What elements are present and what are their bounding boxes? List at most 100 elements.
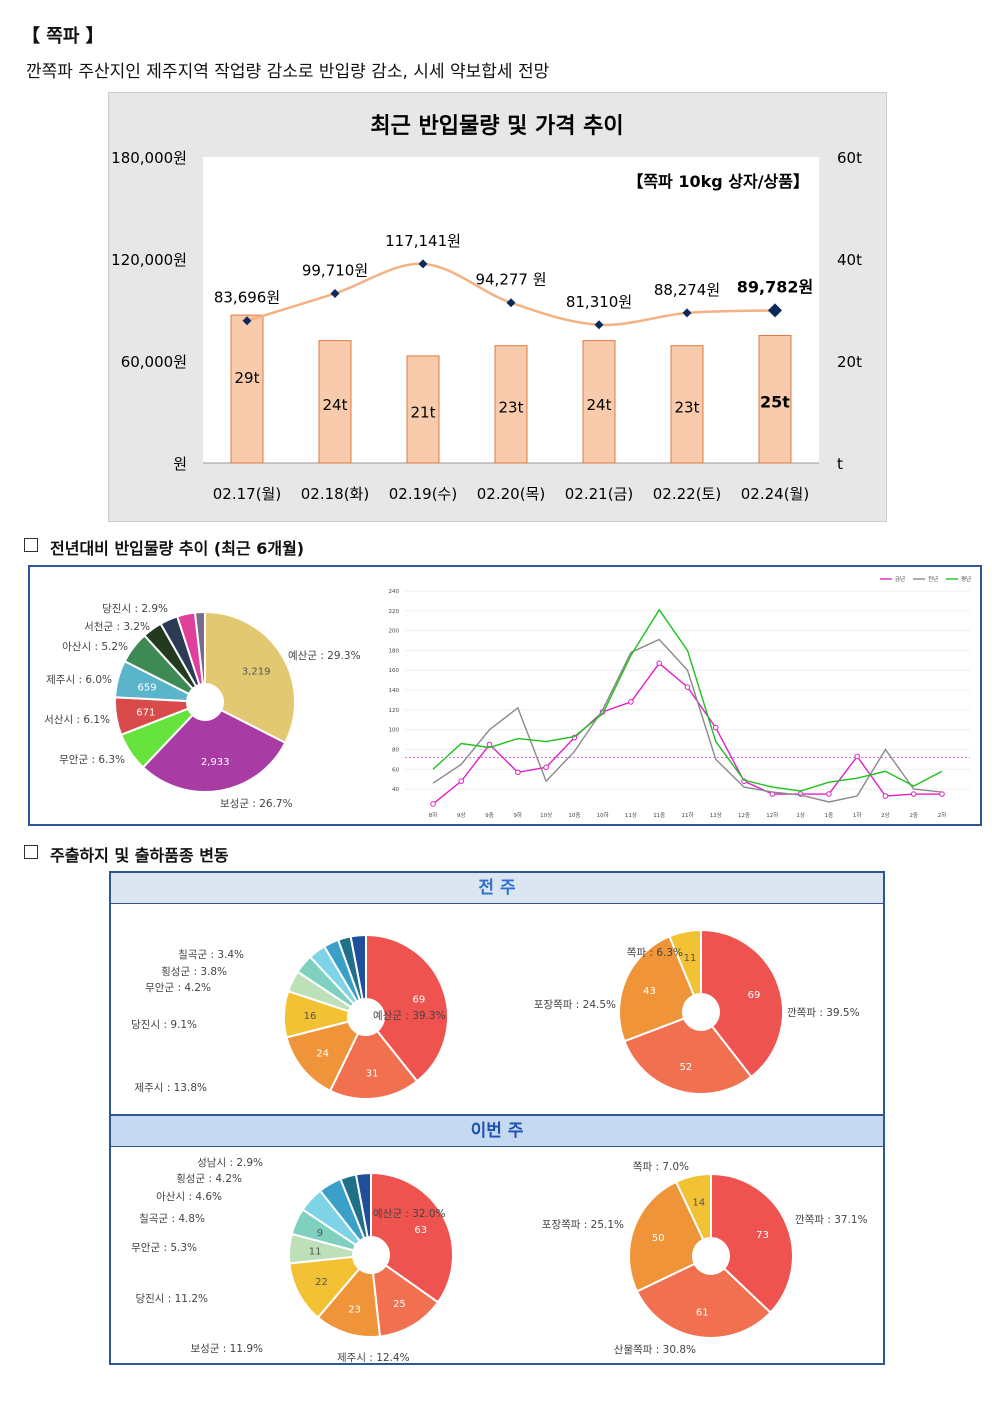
section3-title: 주출하지 및 출하품종 변동 [50, 846, 229, 865]
pie-slice [635, 1262, 772, 1339]
pie-slice [354, 1171, 372, 1239]
pie-value-label: 671 [136, 708, 155, 719]
legend-label: 금년 [895, 575, 905, 583]
x-tick-label: 02.24(월) [741, 485, 809, 503]
pie-category-label: 당진시 : 9.1% [131, 1019, 197, 1031]
pie-category-label: 아산시 : 4.6% [156, 1191, 222, 1203]
pie-category-label: 예산군 : 29.3% [288, 649, 360, 662]
pie-value-label: 3,219 [242, 667, 271, 678]
pie-value-label: 14 [692, 1197, 705, 1208]
bar-data-label: 25t [760, 392, 790, 411]
volume-line-chart: 40 60 80 100 120 140 160 180 200 220 240 8하 9상 9중 9하 10… [389, 575, 972, 819]
series-line [432, 638, 943, 803]
x-tick-label: 02.18(화) [301, 485, 369, 503]
x-tick-label: 02.20(목) [477, 485, 545, 503]
page-summary: 깐쪽파 주산지인 제주지역 작업량 감소로 반입량 감소, 시세 약보합세 전망 [26, 62, 550, 82]
y-tick-label: 100 [389, 728, 400, 734]
bar-data-label: 24t [323, 396, 348, 414]
pie-category-label: 보성군 : 26.7% [220, 798, 293, 810]
left-tick-label: 120,000원 [111, 251, 187, 269]
series-point [712, 724, 719, 731]
origin-pie-6m: 3,219 예산군 : 29.3% 2,933 보성군 : 26.7% 무안군 : 6.… [44, 603, 360, 810]
y-tick-label: 160 [389, 668, 400, 674]
pie-category-label: 포장쪽파 : 24.5% [534, 999, 616, 1011]
x-tick-label: 1하 [853, 811, 862, 819]
price-data-label: 83,696원 [214, 289, 280, 307]
volume-bar [758, 335, 792, 464]
x-tick-label: 10중 [568, 812, 580, 819]
trend-panel: 3,219 예산군 : 29.3% 2,933 보성군 : 26.7% 무안군 : 6.… [28, 565, 982, 826]
pie-value-label: 11 [684, 953, 697, 964]
pie-category-label: 무안군 : 6.3% [59, 754, 125, 766]
pie-category-label: 쪽파 : 7.0% [633, 1161, 689, 1173]
pie-category-label: 당진시 : 2.9% [102, 603, 168, 615]
x-tick-label: 9하 [514, 811, 523, 819]
pie-category-label: 깐쪽파 : 39.5% [787, 1007, 860, 1019]
pie-value-label: 22 [315, 1277, 328, 1288]
left-tick-label: 원 [173, 455, 187, 473]
x-tick-label: 02.21(금) [565, 485, 633, 503]
volume-bar [318, 340, 352, 464]
pie-slice [628, 1180, 705, 1293]
price-volume-chart: 최근 반입물량 및 가격 추이 【쪽파 10kg 상자/상품】 원 60,000원… [111, 114, 862, 503]
y-tick-label: 220 [389, 609, 400, 615]
price-marker [418, 259, 428, 269]
pie-slice [623, 1017, 753, 1095]
series-point [910, 791, 917, 797]
pie-category-label: 성남시 : 2.9% [197, 1157, 263, 1169]
series-point [684, 684, 691, 690]
section2-title: 전년대비 반입물량 추이 (최근 6개월) [50, 539, 305, 558]
pie-category-label: 무안군 : 4.2% [145, 982, 211, 994]
series-point [543, 764, 549, 771]
pie-category-label: 서천군 : 3.2% [84, 621, 150, 633]
pie-slice [674, 1172, 712, 1242]
x-tick-label: 10상 [540, 811, 552, 819]
y-tick-label: 200 [389, 629, 400, 635]
pie-value-label: 50 [652, 1233, 665, 1244]
pie-slice [668, 928, 702, 997]
pie-slice [204, 610, 296, 745]
y-tick-label: 240 [389, 589, 400, 595]
right-tick-label: 20t [837, 353, 862, 371]
pie-category-label: 횡성군 : 4.2% [176, 1172, 242, 1185]
main-chart-frame: 최근 반입물량 및 가격 추이 【쪽파 10kg 상자/상품】 원 60,000원… [108, 92, 887, 522]
volume-bar [670, 345, 704, 464]
x-tick-label: 1상 [796, 811, 805, 819]
x-tick-label: 12중 [738, 812, 750, 819]
pie-category-label: 예산군 : 39.3% [373, 1009, 446, 1022]
x-tick-label: 9중 [485, 812, 494, 819]
pie-category-label: 쪽파 : 6.3% [627, 947, 683, 959]
bar-data-label: 24t [587, 396, 612, 414]
pie-category-label: 무안군 : 5.3% [131, 1242, 197, 1254]
price-marker [242, 316, 252, 326]
pie-value-label: 25 [393, 1299, 406, 1310]
price-data-label: 117,141원 [385, 232, 461, 250]
volume-bar [494, 345, 528, 464]
pie-value-label: 24 [316, 1048, 329, 1059]
price-data-label: 99,710원 [302, 261, 368, 279]
x-tick-label: 02.17(월) [213, 485, 281, 503]
pie-category-label: 제주시 : 6.0% [46, 674, 112, 686]
pie-value-label: 52 [680, 1062, 693, 1073]
pie-slice [618, 935, 696, 1043]
x-tick-label: 12하 [766, 811, 778, 819]
pie-category-label: 깐쪽파 : 37.1% [795, 1214, 868, 1226]
checkbox-icon [24, 845, 38, 859]
volume-bar [582, 340, 616, 464]
pie-slice [349, 933, 367, 1001]
this-week-pies: 63 예산군 : 32.0% 25 제주시 : 12.4% 23 보성군 : 11.9% 2… [131, 1157, 868, 1364]
series-point [882, 793, 889, 799]
pie-category-label: 제주시 : 12.4% [337, 1352, 410, 1364]
legend-label: 전년 [928, 575, 938, 583]
x-tick-label: 1중 [825, 812, 834, 819]
x-tick-label: 02.19(수) [389, 485, 457, 503]
pie-slice [365, 933, 449, 1083]
x-tick-label: 12상 [710, 811, 722, 819]
pie-value-label: 61 [696, 1307, 709, 1318]
series-point [458, 778, 465, 784]
pie-slice [710, 1172, 794, 1314]
price-marker [682, 308, 692, 318]
pie-value-label: 659 [137, 683, 156, 694]
pie-slice [371, 1263, 440, 1338]
